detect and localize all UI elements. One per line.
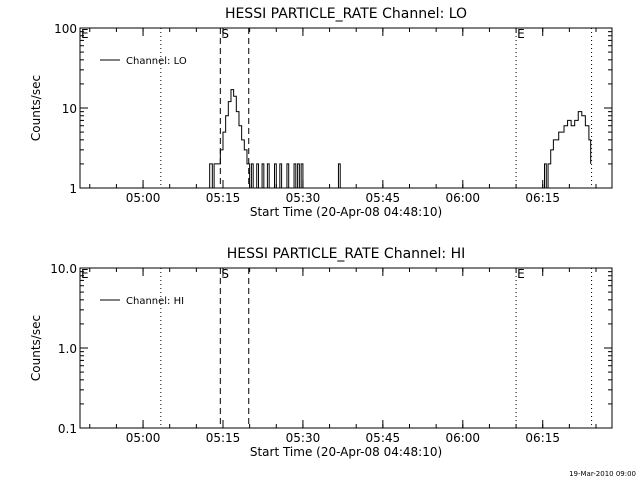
y-tick-label: 0.1 [58, 422, 77, 436]
x-tick-label: 05:00 [126, 431, 161, 445]
y-tick-label: 100 [54, 22, 77, 36]
y-tick-label: 1.0 [58, 342, 77, 356]
x-axis-label: Start Time (20-Apr-08 04:48:10) [250, 445, 442, 459]
x-tick-label: 06:15 [525, 191, 560, 205]
x-tick-label: 05:15 [206, 191, 241, 205]
x-tick-label: 06:15 [525, 431, 560, 445]
plot-frame [79, 267, 613, 429]
event-marker-label: E [517, 267, 525, 281]
plot-frame [79, 27, 613, 189]
event-marker-label: E [517, 27, 525, 41]
x-tick-label: 06:00 [445, 431, 480, 445]
y-tick-label: 1 [69, 182, 77, 196]
y-axis-label: Counts/sec [29, 315, 43, 381]
y-axis-label: Counts/sec [29, 75, 43, 141]
x-tick-label: 05:30 [286, 191, 321, 205]
x-tick-label: 05:45 [366, 431, 401, 445]
x-tick-label: 05:30 [286, 431, 321, 445]
legend-label: Channel: LO [126, 56, 187, 67]
event-marker-label: S [221, 27, 229, 41]
series-line [207, 89, 592, 189]
x-axis-label: Start Time (20-Apr-08 04:48:10) [250, 205, 442, 219]
legend-label: Channel: HI [126, 296, 184, 307]
chart-title: HESSI PARTICLE_RATE Channel: LO [225, 6, 467, 22]
event-marker-label: S [221, 267, 229, 281]
chart-title: HESSI PARTICLE_RATE Channel: HI [227, 246, 465, 262]
x-tick-label: 05:45 [366, 191, 401, 205]
y-tick-label: 10 [62, 102, 77, 116]
y-tick-label: 10.0 [50, 262, 77, 276]
x-tick-label: 05:15 [206, 431, 241, 445]
event-marker-label: E [81, 27, 89, 41]
event-marker-label: E [81, 267, 89, 281]
footer-timestamp: 19-Mar-2010 09:00 [569, 470, 636, 478]
x-tick-label: 06:00 [445, 191, 480, 205]
x-tick-label: 05:00 [126, 191, 161, 205]
